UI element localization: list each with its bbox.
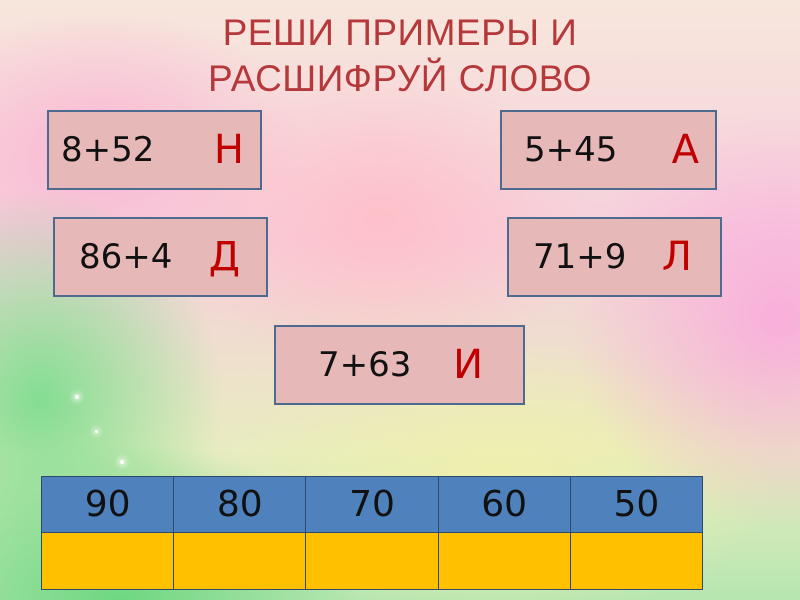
title-line-2: РАСШИФРУЙ СЛОВО xyxy=(208,58,592,99)
letters-row xyxy=(40,532,704,590)
exercise-letter: И xyxy=(453,342,483,388)
exercise-expression: 8+52 xyxy=(61,130,155,170)
numbers-row: 90 80 70 60 50 xyxy=(40,476,704,533)
letter-cell[interactable] xyxy=(437,532,571,590)
sparkle-decoration xyxy=(95,430,98,433)
sparkle-decoration xyxy=(75,395,79,399)
exercise-expression: 71+9 xyxy=(533,237,627,277)
slide-title: РЕШИ ПРИМЕРЫ И РАСШИФРУЙ СЛОВО xyxy=(0,10,800,102)
exercise-card: 5+45 А xyxy=(500,110,717,190)
exercise-card: 71+9 Л xyxy=(507,217,722,297)
exercise-expression: 5+45 xyxy=(524,130,618,170)
number-cell: 80 xyxy=(173,476,307,533)
number-cell: 70 xyxy=(305,476,439,533)
exercise-expression: 86+4 xyxy=(79,237,173,277)
letter-cell[interactable] xyxy=(569,532,704,590)
exercise-letter: Л xyxy=(661,234,692,280)
exercise-letter: Н xyxy=(213,127,244,173)
exercise-card: 86+4 Д xyxy=(53,217,268,297)
exercise-letter: А xyxy=(671,127,699,173)
number-cell: 60 xyxy=(437,476,571,533)
exercise-letter: Д xyxy=(208,234,240,280)
number-cell: 90 xyxy=(40,476,175,533)
exercise-expression: 7+63 xyxy=(318,345,412,385)
exercise-card: 7+63 И xyxy=(274,325,525,405)
sparkle-decoration xyxy=(120,460,124,464)
letter-cell[interactable] xyxy=(173,532,307,590)
letter-cell[interactable] xyxy=(40,532,175,590)
exercise-card: 8+52 Н xyxy=(47,110,262,190)
answer-table: 90 80 70 60 50 xyxy=(40,476,704,590)
title-line-1: РЕШИ ПРИМЕРЫ И xyxy=(222,12,578,53)
number-cell: 50 xyxy=(569,476,704,533)
letter-cell[interactable] xyxy=(305,532,439,590)
